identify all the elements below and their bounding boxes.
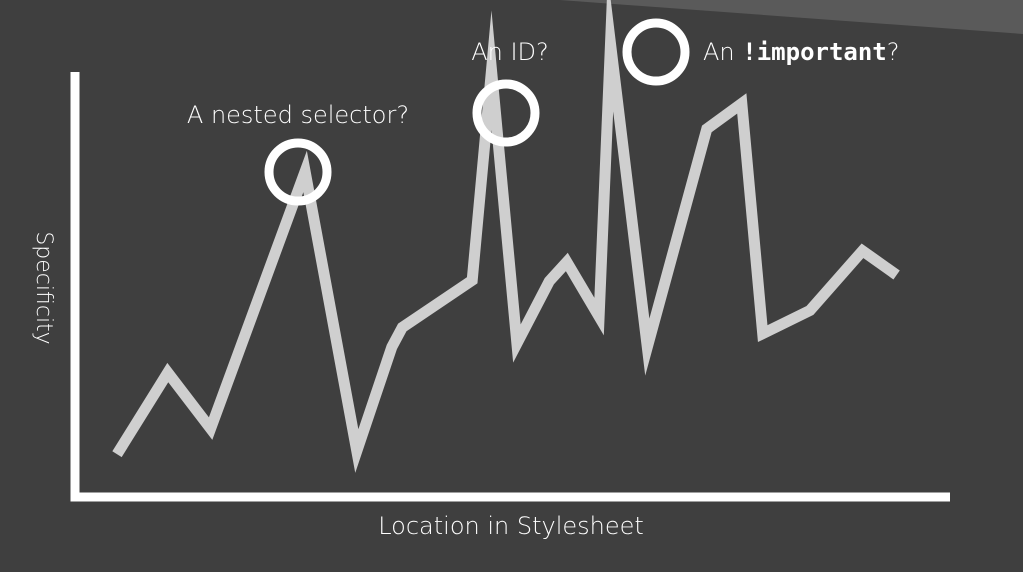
series-group bbox=[112, 0, 900, 473]
corner-shade bbox=[560, 0, 1023, 34]
highlight-circle bbox=[264, 138, 332, 206]
highlight-circle bbox=[472, 79, 540, 147]
highlight-circle bbox=[622, 18, 690, 86]
x-axis-label: Location in Stylesheet bbox=[378, 512, 644, 540]
axes bbox=[70, 72, 950, 502]
annotation-label: An ID? bbox=[471, 38, 549, 66]
series-line-0 bbox=[112, 0, 900, 473]
annotations-group: A nested selector? An ID? An !important? bbox=[187, 18, 900, 206]
y-axis-label: Specificity bbox=[31, 231, 56, 344]
annotation-label: A nested selector? bbox=[187, 101, 409, 129]
annotation-label: An !important? bbox=[703, 38, 900, 66]
